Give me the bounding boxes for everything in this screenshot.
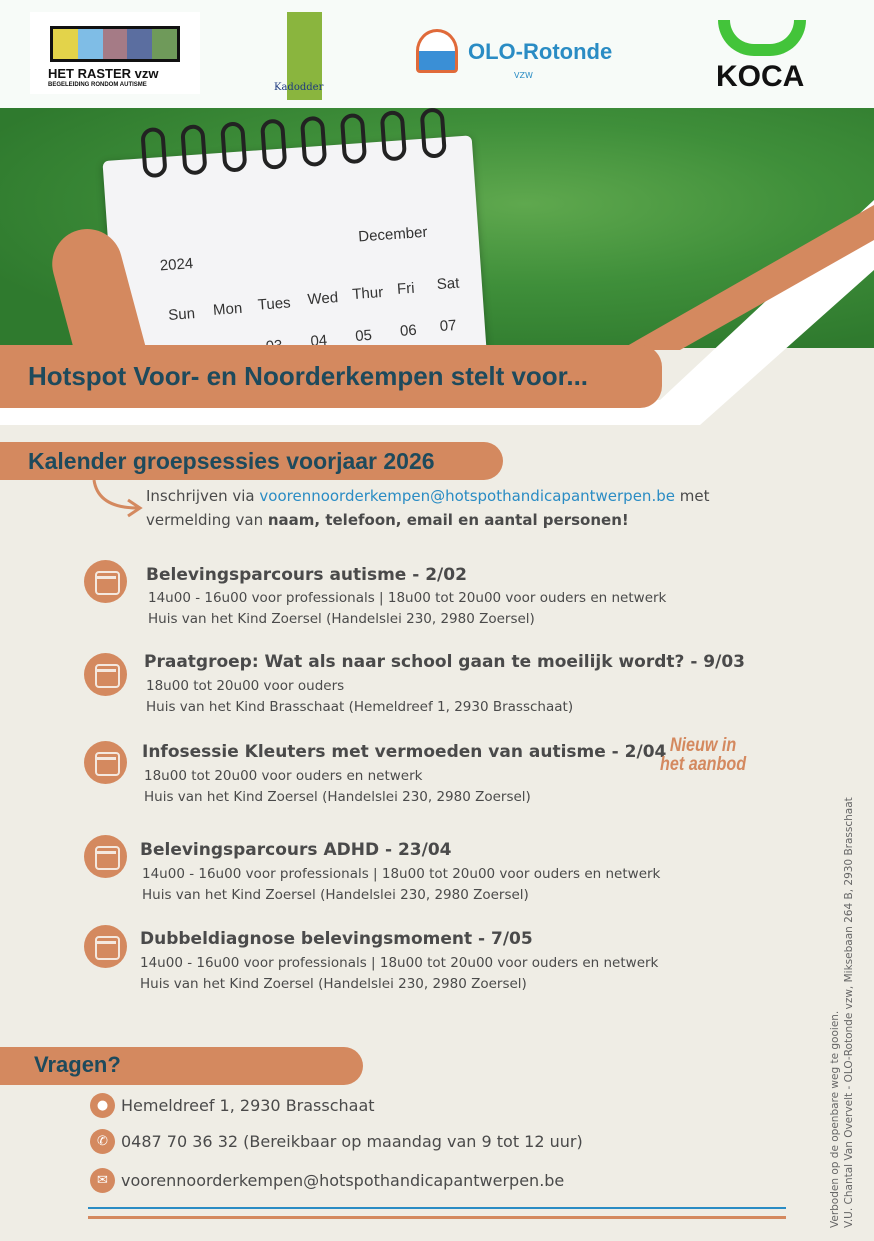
phone-number[interactable]: 0487 70 36 32 (Bereikbaar op maandag van… [121, 1132, 583, 1151]
title-banner: Hotspot Voor- en Noorderkempen stelt voo… [0, 345, 662, 408]
calendar-icon [84, 835, 127, 878]
questions-banner: Vragen? [0, 1047, 363, 1085]
phone-icon: ✆ [90, 1129, 115, 1154]
divider-orange [88, 1216, 786, 1219]
calendar-icon [84, 741, 127, 784]
arrow-icon [92, 479, 143, 518]
calendar-section-banner: Kalender groepsessies voorjaar 2026 [0, 442, 503, 480]
mail-icon: ✉ [90, 1168, 115, 1193]
contact-email[interactable]: voorennoorderkempen@hotspothandicapantwe… [121, 1171, 565, 1190]
olo-rotonde-logo: OLO-Rotonde VZW [416, 25, 636, 85]
address: Hemeldreef 1, 2930 Brasschaat [121, 1096, 375, 1115]
calendar-icon [84, 653, 127, 696]
registration-email-link[interactable]: voorennoorderkempen@hotspothandicapantwe… [259, 487, 675, 505]
het-raster-logo: HET RASTER vzw BEGELEIDING RONDOM AUTISM… [30, 12, 200, 94]
page-title: Hotspot Voor- en Noorderkempen stelt voo… [28, 361, 589, 391]
questions-heading: Vragen? [34, 1052, 121, 1077]
new-offer-badge: Nieuw in het aanbod [660, 735, 747, 775]
legal-footer-vertical: Verboden op de openbare weg te gooien. V… [829, 797, 855, 1228]
kadodder-logo: Kadodder [274, 12, 323, 100]
koca-logo: KOCA [712, 18, 812, 94]
section-heading: Kalender groepsessies voorjaar 2026 [28, 448, 435, 474]
registration-info: Inschrijven via voorennoorderkempen@hots… [146, 487, 710, 529]
location-pin-icon: ● [90, 1093, 115, 1118]
divider-blue [88, 1207, 786, 1209]
calendar-icon [84, 925, 127, 968]
logo-header: HET RASTER vzw BEGELEIDING RONDOM AUTISM… [0, 0, 874, 108]
calendar-icon [84, 560, 127, 603]
